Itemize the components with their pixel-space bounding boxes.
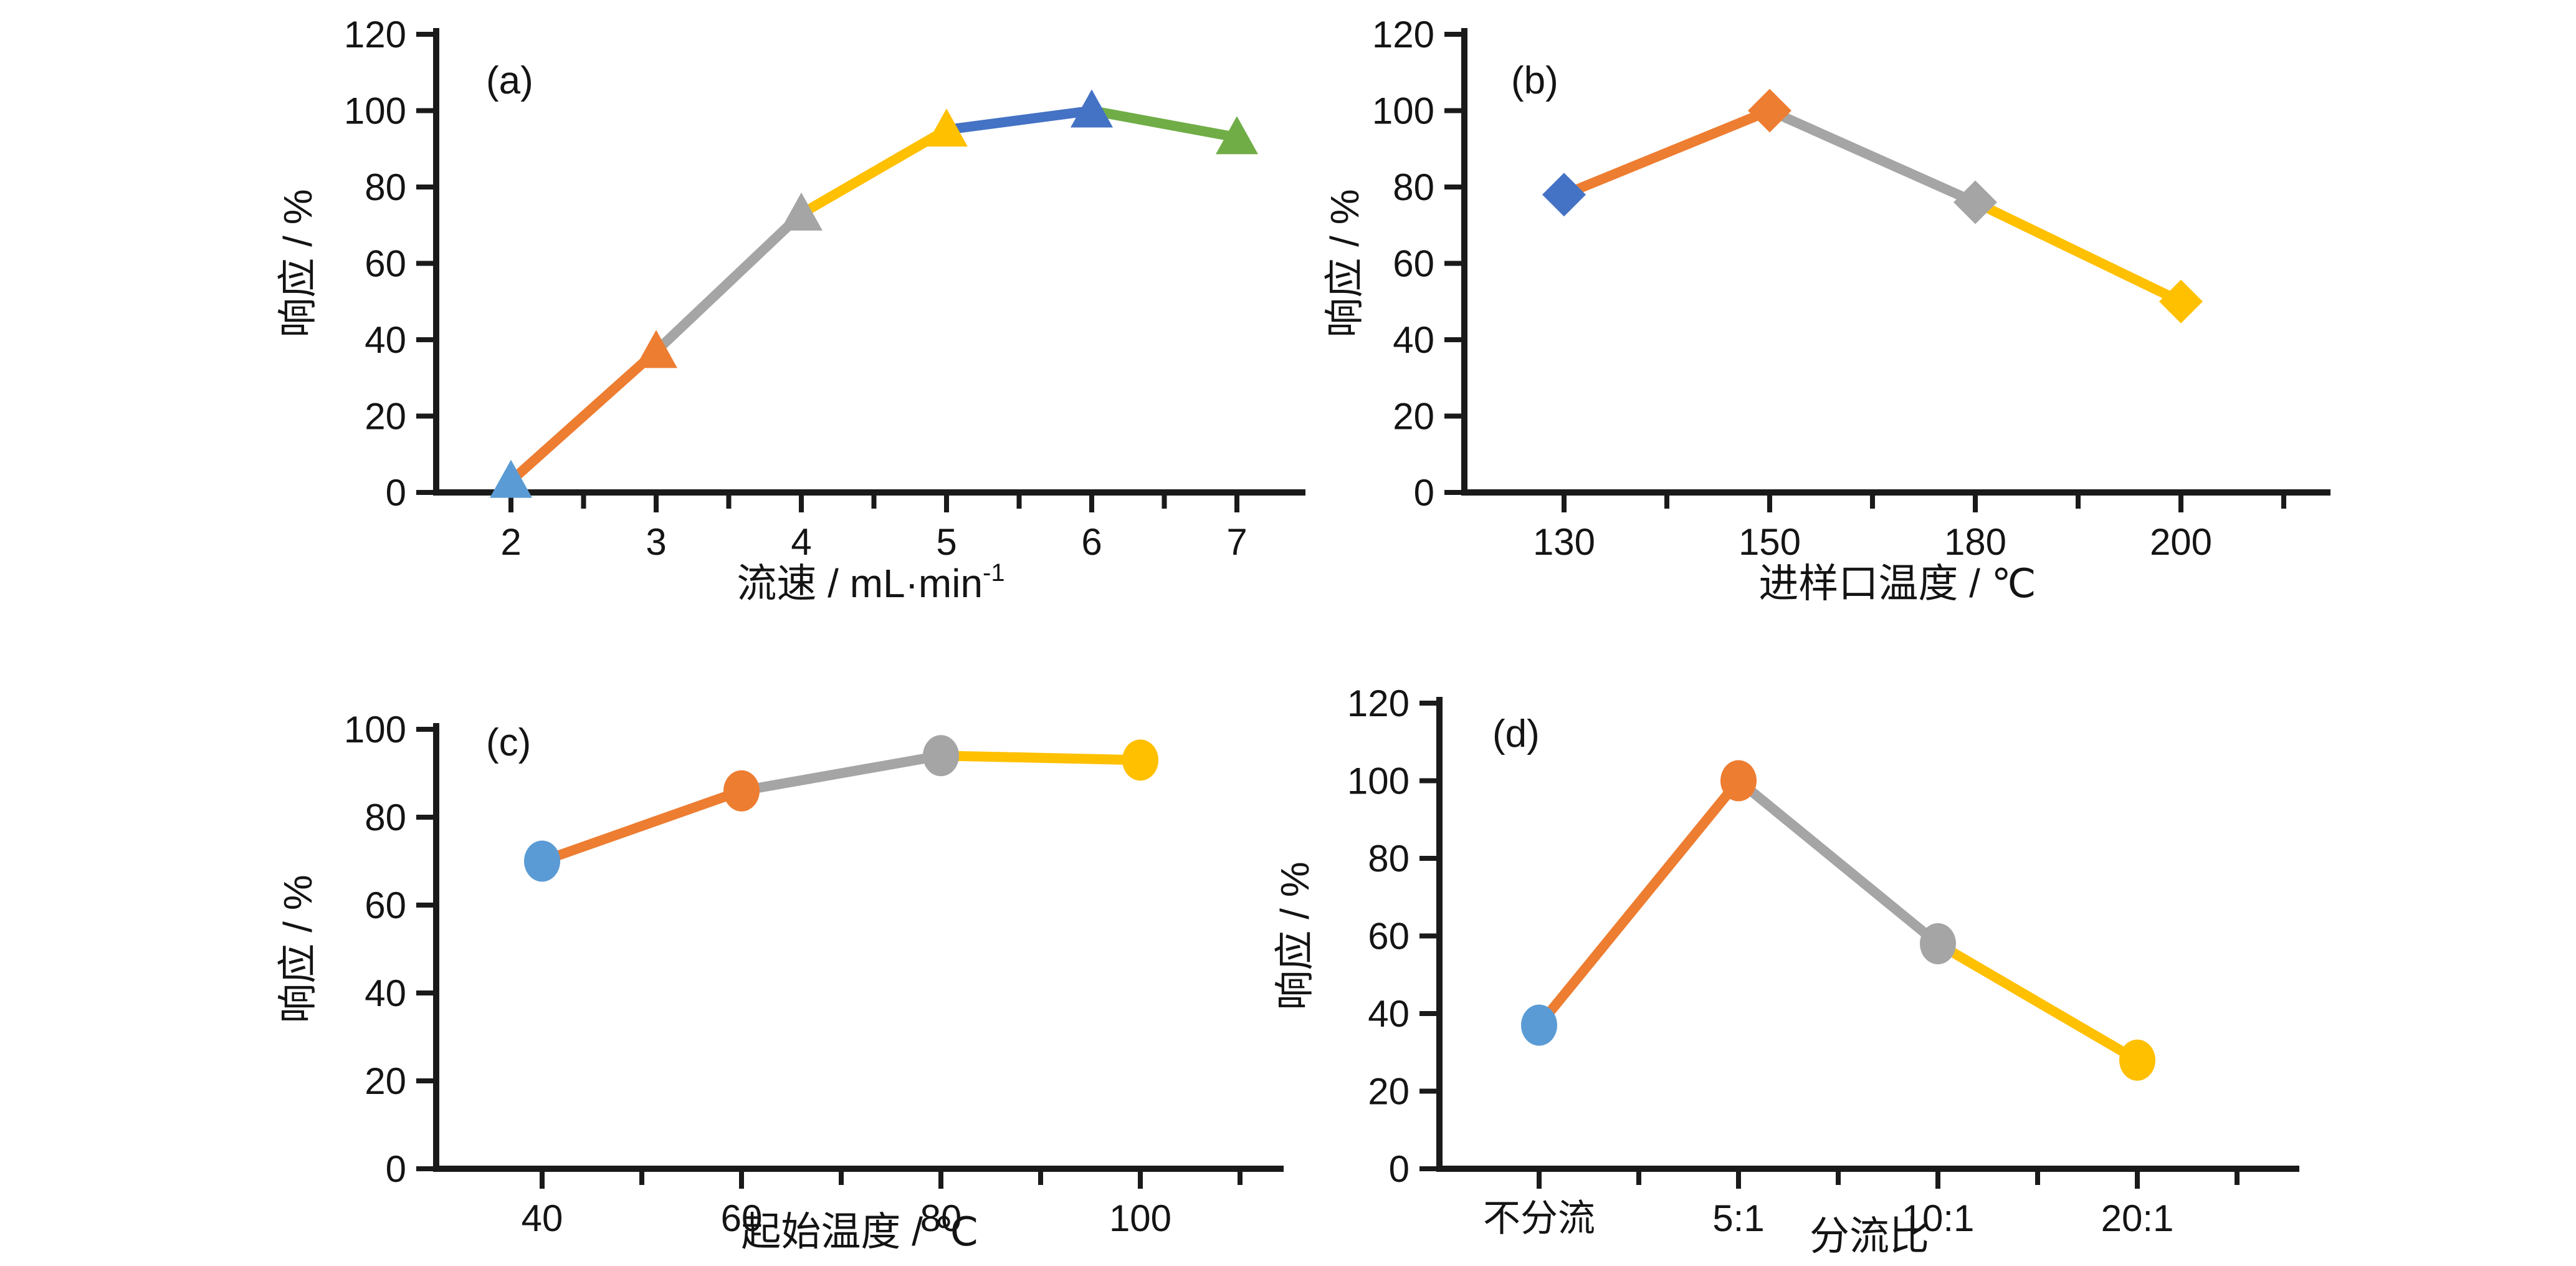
x-tick-label: 80 [920,1197,962,1239]
y-tick-label: 80 [1393,166,1434,208]
circle-marker [524,840,560,882]
data-segment [796,125,952,219]
diamond-marker [1748,89,1791,133]
data-segment [1765,105,1980,208]
y-tick-label: 40 [365,319,406,361]
x-axis-label: 流速 / mL·min-1 [737,559,1004,606]
panel-b: 0 20 40 60 80 100 120 130 150 180 200 进样口温度 / ℃ 响应 /… [1322,14,2330,606]
triangle-marker [490,459,532,498]
triangle-marker [635,330,677,368]
x-axis-label: 进样口温度 / ℃ [1758,561,2036,606]
triangle-marker [780,192,823,231]
x-axis-label: 分流比 [1810,1214,1929,1259]
y-tick-label: 100 [344,90,406,132]
data-segment [651,208,806,357]
x-tick-label: 200 [2150,521,2212,563]
y-tick-label: 60 [365,885,406,926]
y-tick-label: 0 [386,472,406,514]
x-tick-label: 150 [1739,521,1801,563]
y-tick-label: 0 [1389,1148,1410,1190]
data-segment [1970,197,2186,307]
y-tick-label: 80 [1368,838,1410,880]
x-tick-label: 6 [1081,521,1102,563]
x-tick-label: 7 [1226,521,1247,563]
panel-letter: (c) [486,721,531,764]
y-tick-label: 80 [365,797,406,838]
data-segment [1087,105,1242,143]
circle-marker [2119,1039,2155,1081]
x-tick-label: 20:1 [2101,1197,2174,1239]
diamond-marker [2159,279,2203,324]
y-tick-label: 120 [344,14,406,55]
circle-marker [1521,1004,1557,1046]
x-tick-label: 180 [1944,521,2006,563]
y-tick-label: 20 [1368,1071,1410,1113]
data-segment [1933,938,2142,1065]
y-tick-label: 20 [365,396,406,438]
data-segment [1559,105,1775,200]
panel-letter: (d) [1492,712,1540,755]
diamond-marker [1542,173,1586,217]
y-axis-label: 响应 / % [1322,189,1367,337]
x-tick-label: 3 [646,521,666,563]
y-axis-label: 响应 / % [275,189,320,337]
x-tick-label: 10:1 [1902,1197,1975,1239]
circle-marker [923,735,959,777]
circle-marker [1122,739,1158,781]
panel-d: 0 20 40 60 80 100 120 不分流 5:1 10:1 20:1 分流比 响应 / % (d… [1272,683,2299,1259]
x-tick-label: 5:1 [1712,1197,1764,1239]
y-tick-label: 120 [1347,683,1410,724]
y-tick-label: 60 [1368,916,1410,957]
triangle-marker [1216,116,1258,155]
data-segment [506,346,661,486]
triangle-marker [1071,89,1113,128]
panel-a: 0 20 40 60 80 100 120 2 3 4 5 6 7 流速 / mL·min-1 响应 / %… [275,14,1305,606]
x-tick-label: 100 [1109,1197,1171,1239]
triangle-marker [925,108,968,147]
x-tick-label: 40 [522,1197,563,1239]
y-tick-label: 100 [344,709,406,750]
y-tick-label: 40 [365,972,406,1014]
panel-letter: (a) [486,59,533,102]
y-tick-label: 40 [1368,993,1410,1035]
circle-marker [723,770,760,812]
y-tick-label: 0 [386,1148,406,1190]
data-segment [1734,775,1943,949]
y-tick-label: 20 [365,1060,406,1102]
x-tick-label: 4 [791,521,811,563]
data-segment [936,750,1145,765]
y-tick-label: 20 [1393,396,1434,438]
panel-letter: (b) [1511,59,1558,102]
x-tick-label: 60 [721,1197,763,1239]
y-tick-label: 60 [365,243,406,285]
data-segment [537,785,747,866]
y-axis-label: 响应 / % [275,875,320,1023]
x-tick-label: 不分流 [1483,1197,1595,1239]
data-segment [737,750,946,796]
data-segment [942,105,1097,135]
x-tick-label: 5 [936,521,956,563]
x-tick-label: 2 [500,521,521,563]
y-tick-label: 60 [1393,243,1434,285]
y-tick-label: 100 [1372,90,1434,132]
circle-marker [1720,760,1757,802]
y-tick-label: 80 [365,166,406,208]
y-tick-label: 120 [1372,14,1434,55]
diamond-marker [1953,180,1997,224]
y-tick-label: 0 [1414,472,1434,514]
y-tick-label: 100 [1347,760,1410,802]
y-tick-label: 40 [1393,319,1434,361]
panel-c: 0 20 40 60 80 100 40 60 80 100 起始温度 / ℃ 响应 / % (c) [275,709,1284,1254]
x-tick-label: 130 [1533,521,1595,563]
circle-marker [1920,923,1956,964]
y-axis-label: 响应 / % [1272,861,1317,1010]
x-axis-label: 起始温度 / ℃ [741,1209,978,1254]
data-segment [1534,775,1744,1030]
